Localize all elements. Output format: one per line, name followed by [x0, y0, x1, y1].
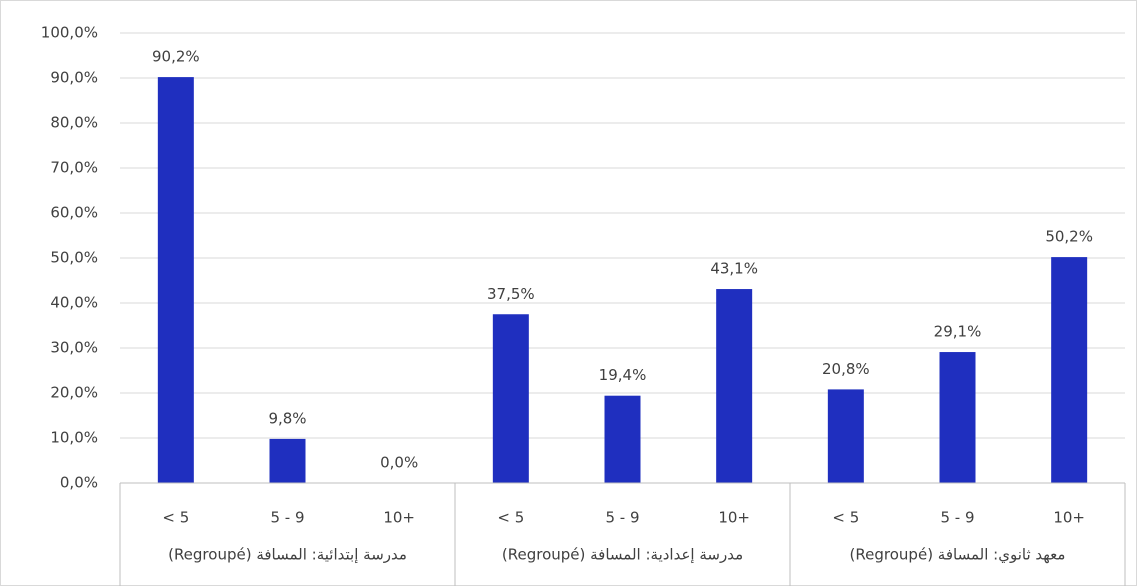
bar — [939, 352, 976, 483]
value-label: 20,8% — [822, 360, 870, 378]
bar — [157, 77, 194, 483]
value-label: 0,0% — [380, 454, 418, 472]
bar — [827, 389, 864, 483]
value-label: 9,8% — [268, 409, 306, 427]
value-label: 43,1% — [710, 260, 758, 278]
y-tick-label: 10,0% — [50, 429, 98, 447]
y-tick-label: 0,0% — [60, 474, 98, 492]
y-tick-label: 20,0% — [50, 384, 98, 402]
group-label: مدرسة إبتدائية: المسافة (Regroupé) — [168, 546, 407, 564]
y-tick-label: 90,0% — [50, 69, 98, 87]
y-tick-label: 30,0% — [50, 339, 98, 357]
value-label: 90,2% — [152, 48, 200, 66]
bar — [604, 395, 641, 483]
y-tick-label: 80,0% — [50, 114, 98, 132]
value-label: 37,5% — [487, 285, 535, 303]
group-label: مدرسة إعدادية: المسافة (Regroupé) — [502, 546, 743, 564]
bar — [1051, 257, 1088, 483]
group-label: معهد ثانوي: المسافة (Regroupé) — [850, 546, 1066, 565]
y-tick-label: 40,0% — [50, 294, 98, 312]
x-tick-label: 10+ — [718, 509, 750, 527]
x-tick-label: 10+ — [1053, 509, 1085, 527]
value-label: 50,2% — [1045, 228, 1093, 246]
x-tick-label: 5 - 9 — [940, 509, 974, 527]
x-tick-label: 5 - 9 — [605, 509, 639, 527]
x-tick-label: < 5 — [832, 509, 859, 527]
bar — [716, 289, 753, 483]
y-tick-label: 50,0% — [50, 249, 98, 267]
x-tick-label: < 5 — [162, 509, 189, 527]
x-tick-label: < 5 — [497, 509, 524, 527]
y-tick-label: 70,0% — [50, 159, 98, 177]
value-label: 19,4% — [599, 366, 647, 384]
bar — [492, 314, 529, 483]
y-tick-label: 100,0% — [41, 24, 98, 42]
bar — [269, 438, 306, 483]
y-tick-label: 60,0% — [50, 204, 98, 222]
x-tick-label: 5 - 9 — [270, 509, 304, 527]
value-label: 29,1% — [934, 323, 982, 341]
x-tick-label: 10+ — [383, 509, 415, 527]
